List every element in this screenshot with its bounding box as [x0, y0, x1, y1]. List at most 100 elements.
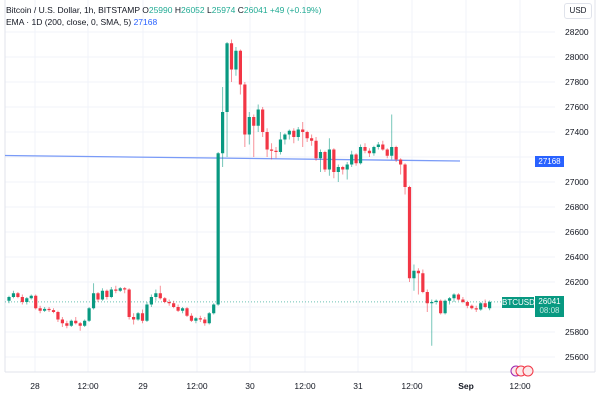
- candle-body: [367, 150, 372, 154]
- candle-body: [172, 303, 176, 307]
- candle-body: [421, 273, 425, 292]
- price-tick: 26400: [565, 252, 589, 262]
- candle-body: [452, 294, 456, 299]
- candle-body: [109, 289, 113, 297]
- candle-body: [434, 300, 438, 302]
- time-tick: 31: [353, 381, 363, 391]
- candle-body: [247, 117, 251, 135]
- candle-body: [483, 303, 487, 307]
- symbol-title[interactable]: Bitcoin / U.S. Dollar, 1h, BITSTAMP: [6, 5, 140, 15]
- candle-body: [207, 313, 211, 324]
- candle-body: [154, 293, 158, 297]
- candle-body: [16, 293, 20, 297]
- candle-body: [399, 159, 403, 165]
- candle-body: [443, 300, 447, 314]
- price-tick: 27000: [565, 177, 589, 187]
- price-tick: 27600: [565, 102, 589, 112]
- candle-body: [221, 112, 225, 154]
- candle-body: [11, 293, 16, 297]
- candle-body: [381, 144, 385, 150]
- time-tick: 12:00: [401, 381, 423, 391]
- price-tick: 26800: [565, 202, 589, 212]
- candle-body: [25, 298, 29, 302]
- candle-body: [256, 109, 260, 126]
- candle-body: [479, 303, 483, 310]
- close-value: 26041: [243, 5, 268, 15]
- candle-body: [376, 144, 380, 147]
- candle-body: [47, 308, 51, 311]
- candle-body: [301, 129, 305, 132]
- candle-body: [238, 50, 242, 85]
- price-tick: 26200: [565, 277, 589, 287]
- candle-body: [403, 164, 407, 187]
- bar-countdown: 08:08: [539, 306, 560, 315]
- candle-body: [278, 139, 283, 152]
- candle-body: [261, 109, 265, 132]
- candle-body: [234, 50, 238, 70]
- candle-body: [145, 304, 149, 321]
- time-tick: Sep: [458, 381, 474, 391]
- candle-body: [20, 297, 24, 302]
- candle-body: [265, 132, 269, 150]
- candle-body: [136, 313, 140, 320]
- candle-body: [296, 129, 300, 137]
- candle-body: [456, 294, 461, 300]
- candle-body: [229, 43, 234, 70]
- high-value: 26052: [181, 5, 205, 15]
- low-label: L: [207, 5, 212, 15]
- symbol-label: BTCUSD: [502, 297, 535, 308]
- candle-body: [140, 313, 145, 321]
- candle-body: [51, 310, 56, 312]
- candle-body: [176, 307, 180, 311]
- candle-body: [310, 138, 314, 141]
- price-tick: 26600: [565, 227, 589, 237]
- candle-body: [132, 317, 136, 320]
- candle-body: [189, 315, 194, 321]
- candle-body: [127, 289, 131, 317]
- candle-body: [332, 149, 336, 172]
- candle-body: [163, 298, 167, 302]
- candle-body: [318, 152, 323, 159]
- price-tick: 27800: [565, 77, 589, 87]
- candle-body: [43, 308, 47, 311]
- candle-body: [474, 308, 478, 310]
- time-tick: 28: [30, 381, 40, 391]
- candle-body: [430, 302, 434, 304]
- candle-body: [74, 320, 78, 324]
- candle-body: [65, 323, 69, 326]
- indicator-title[interactable]: EMA · 1D (200, close, 0, SMA, 5): [6, 17, 132, 27]
- last-price-label: 26041 08:08: [535, 296, 564, 317]
- candle-body: [447, 298, 452, 301]
- candle-body: [243, 84, 247, 135]
- symbol-ohlc-row: Bitcoin / U.S. Dollar, 1h, BITSTAMP O259…: [6, 4, 321, 16]
- time-tick: 12:00: [294, 381, 316, 391]
- candle-body: [118, 288, 122, 291]
- last-price-value: 26041: [538, 297, 561, 306]
- candle-body: [96, 293, 100, 300]
- candle-body: [56, 312, 60, 320]
- candle-body: [185, 308, 189, 316]
- candle-body: [83, 320, 87, 326]
- candle-body: [269, 149, 274, 151]
- candle-body: [470, 305, 474, 309]
- candle-body: [336, 167, 340, 172]
- candle-body: [114, 289, 118, 291]
- candle-body: [87, 308, 91, 321]
- candle-body: [345, 164, 349, 170]
- price-tick: 25600: [565, 352, 589, 362]
- candle-body: [105, 290, 109, 297]
- candle-body: [34, 295, 38, 309]
- price-tick: 28000: [565, 52, 589, 62]
- candle-body: [385, 149, 389, 156]
- candle-body: [390, 147, 394, 156]
- candle-body: [354, 154, 358, 164]
- candle-body: [363, 147, 367, 151]
- currency-button[interactable]: USD: [564, 3, 592, 19]
- candle-body: [252, 117, 256, 126]
- change-value: +49 (+0.19%): [269, 5, 322, 15]
- candle-body: [372, 147, 376, 154]
- price-tick: 27400: [565, 127, 589, 137]
- candle-body: [314, 140, 318, 159]
- candle-body: [180, 308, 185, 311]
